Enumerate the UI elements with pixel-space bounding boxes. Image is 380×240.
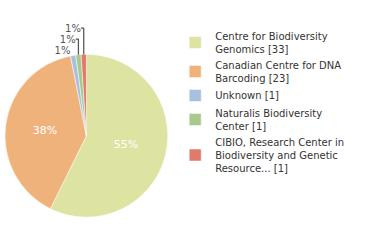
svg-text:Unknown [1]: Unknown [1]	[215, 90, 279, 101]
svg-text:38%: 38%	[33, 124, 57, 137]
svg-text:Canadian Centre for DNABarcodi: Canadian Centre for DNABarcoding [23]	[215, 60, 341, 84]
svg-text:Naturalis BiodiversityCenter [: Naturalis BiodiversityCenter [1]	[215, 108, 322, 132]
svg-text:1%: 1%	[65, 23, 81, 34]
svg-text:CIBIO, Research Center inBiodi: CIBIO, Research Center inBiodiversity an…	[215, 137, 344, 174]
svg-text:55%: 55%	[114, 138, 138, 151]
svg-text:1%: 1%	[55, 45, 71, 56]
svg-text:Centre for BiodiversityGenomic: Centre for BiodiversityGenomics [33]	[215, 31, 328, 55]
svg-text:1%: 1%	[60, 34, 76, 45]
